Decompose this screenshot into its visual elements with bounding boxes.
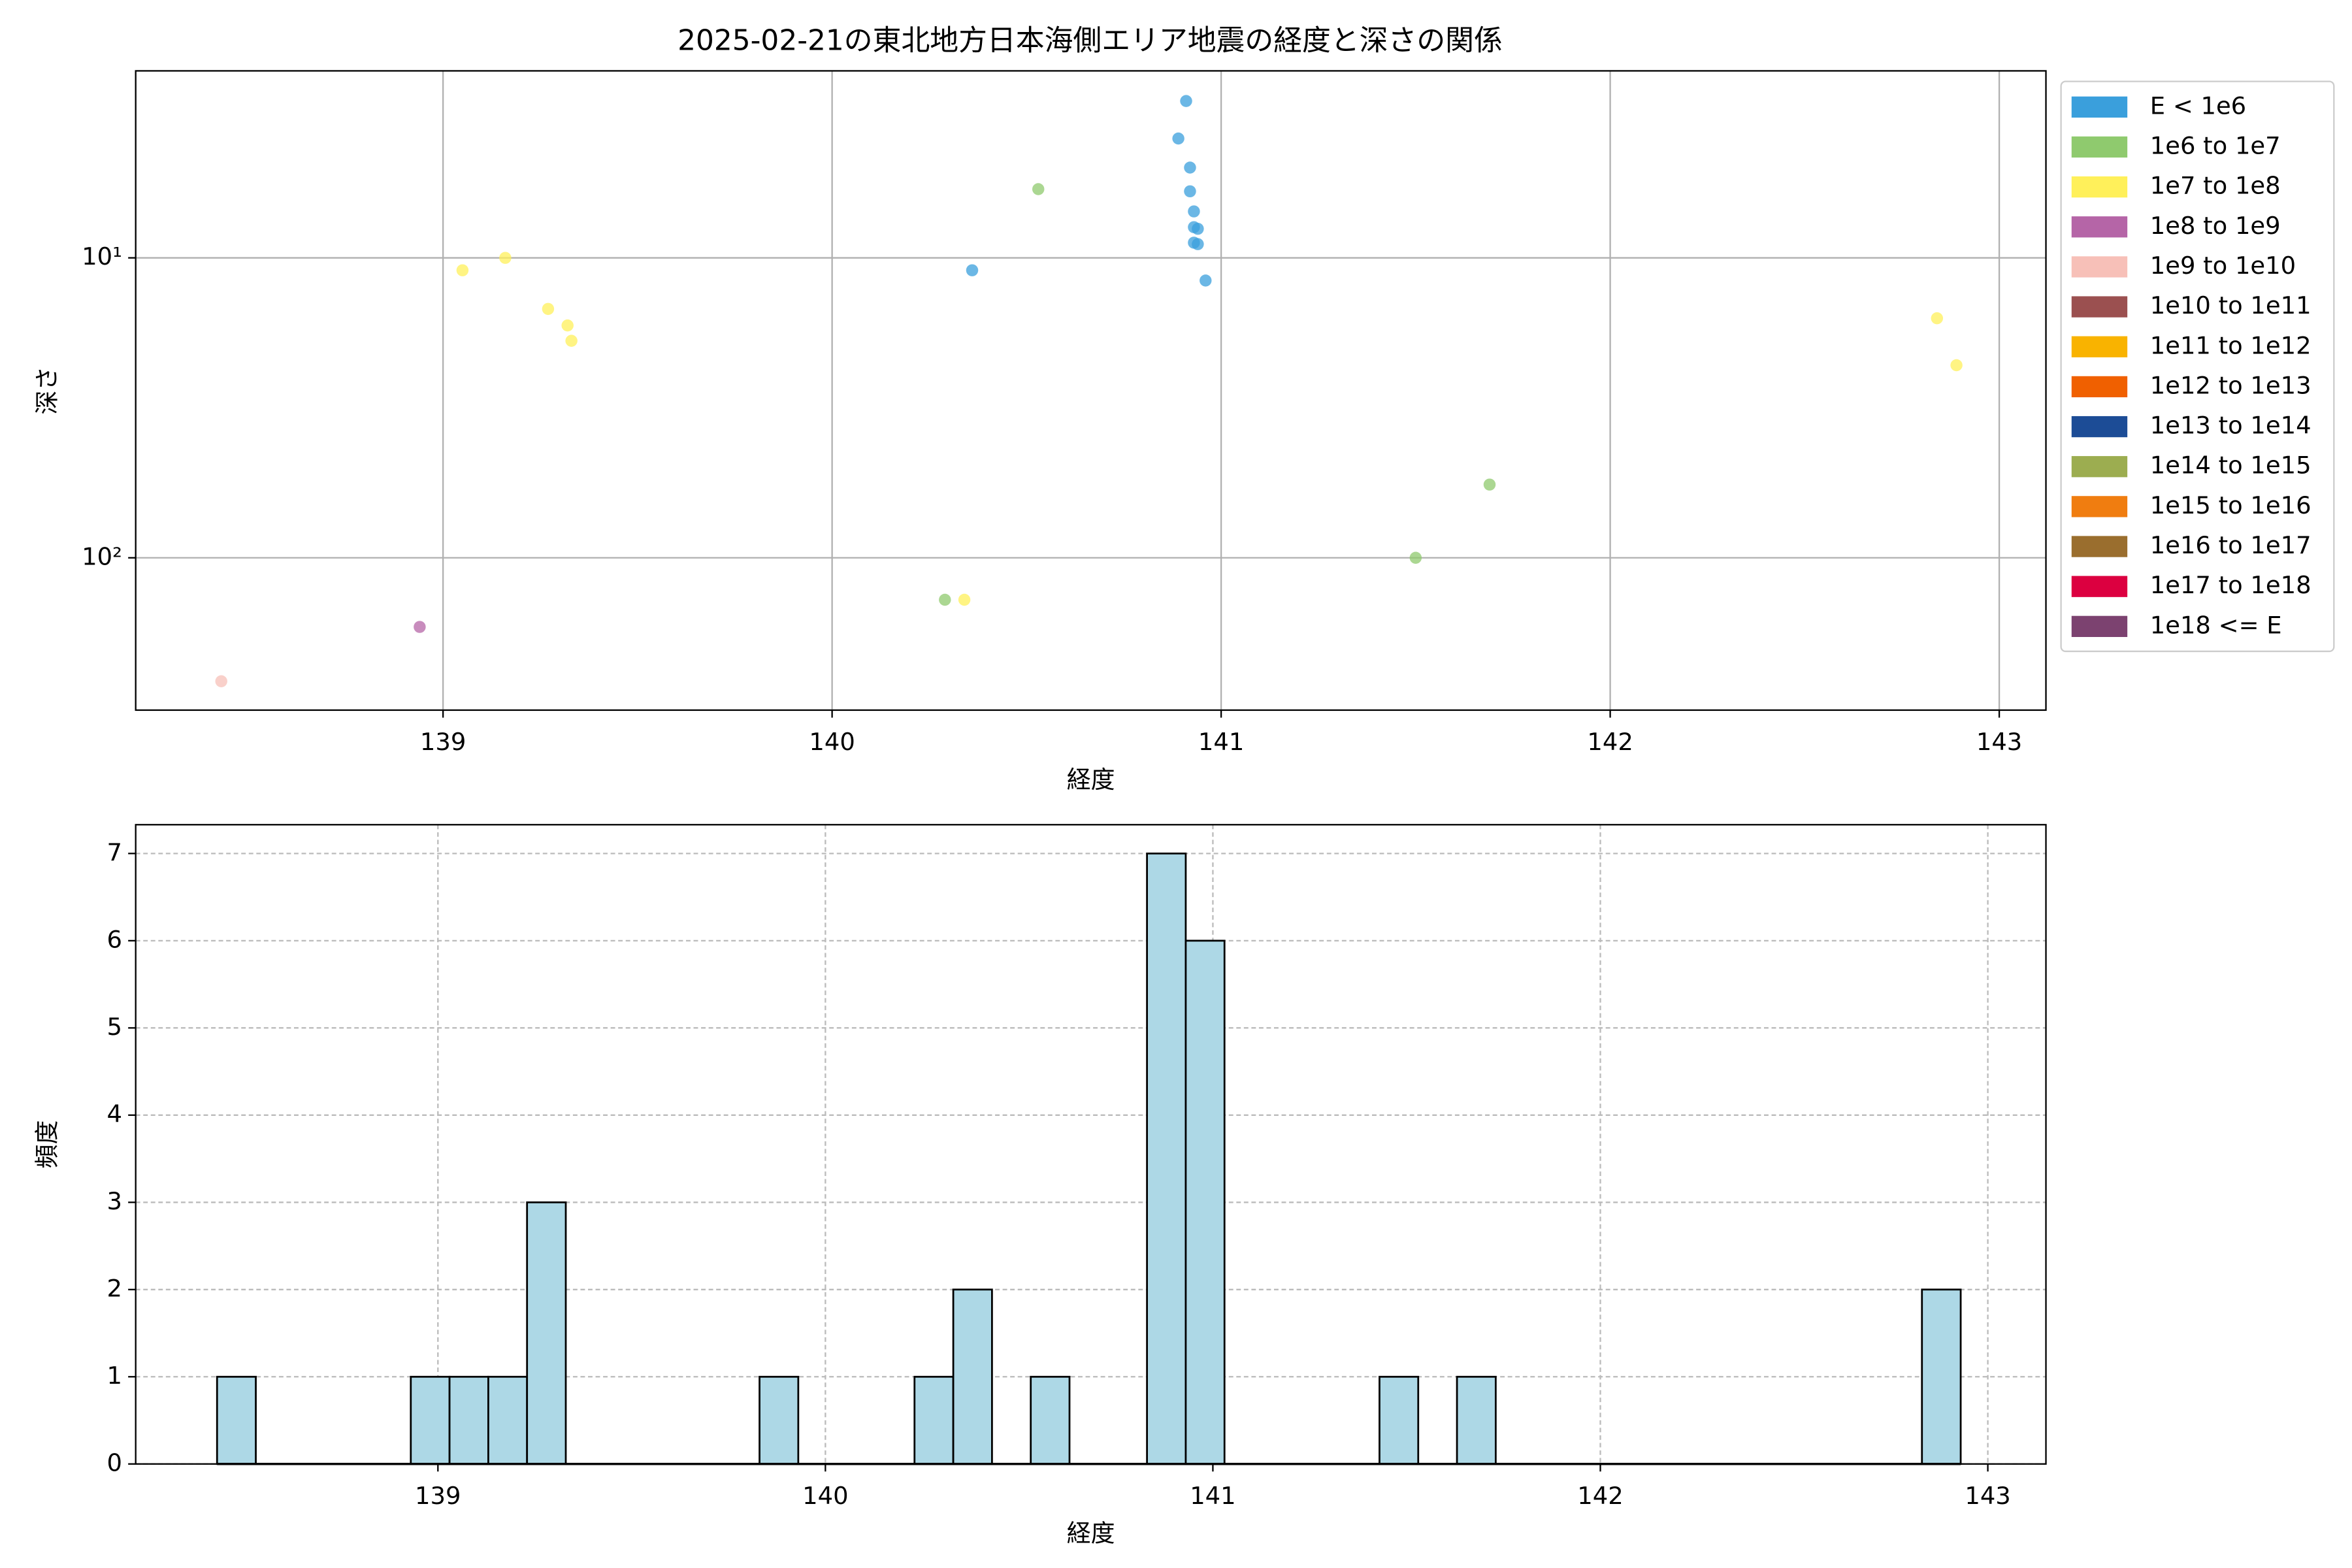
legend-swatch [2071, 416, 2128, 438]
y-tick-label: 7 [106, 838, 122, 866]
legend-label: 1e18 <= E [2150, 611, 2282, 639]
point [1192, 238, 1204, 250]
bar [1379, 1375, 1420, 1465]
point [1188, 205, 1200, 218]
x-tick-label: 142 [1577, 1482, 1623, 1510]
legend-label: 1e12 to 1e13 [2150, 371, 2311, 399]
bar [1456, 1375, 1497, 1465]
x-axis-label: 経度 [1067, 1520, 1115, 1548]
point [1180, 95, 1192, 107]
point [1409, 551, 1422, 564]
x-tick-label: 140 [809, 728, 855, 756]
bar [759, 1375, 800, 1465]
legend-swatch [2071, 136, 2128, 158]
legend-swatch [2071, 496, 2128, 517]
x-tick-label: 139 [420, 728, 466, 756]
point [1483, 478, 1496, 491]
point [561, 319, 574, 332]
bar [1146, 852, 1187, 1465]
legend-label: 1e15 to 1e16 [2150, 491, 2311, 519]
y-tick-label: 2 [106, 1274, 122, 1302]
y-tick-label: 5 [106, 1013, 122, 1041]
legend-box [2060, 80, 2335, 653]
legend-swatch [2071, 256, 2128, 278]
point [1931, 312, 1944, 325]
legend-label: 1e10 to 1e11 [2150, 291, 2311, 319]
legend-swatch [2071, 536, 2128, 557]
point [565, 335, 578, 347]
point [414, 621, 426, 633]
bar [216, 1375, 257, 1465]
bar [913, 1375, 955, 1465]
bar [487, 1375, 529, 1465]
y-tick-label: 3 [106, 1187, 122, 1215]
point [1200, 274, 1212, 287]
legend-swatch [2071, 96, 2128, 118]
point [1184, 161, 1196, 174]
legend-swatch [2071, 456, 2128, 478]
legend-label: 1e11 to 1e12 [2150, 331, 2311, 359]
x-tick-label: 139 [415, 1482, 461, 1510]
legend-label: 1e16 to 1e17 [2150, 531, 2311, 559]
bar [952, 1288, 993, 1465]
bar [526, 1201, 567, 1465]
point [1032, 183, 1045, 195]
bar [410, 1375, 451, 1465]
legend-swatch [2071, 576, 2128, 597]
point [966, 264, 979, 276]
legend-label: 1e9 to 1e10 [2150, 252, 2296, 280]
chart-title: 2025-02-21の東北地方日本海側エリア地震の経度と深さの関係 [678, 24, 1503, 57]
legend-swatch [2071, 336, 2128, 357]
legend-label: 1e8 to 1e9 [2150, 212, 2281, 240]
point [215, 675, 227, 687]
y-tick-label: 4 [106, 1100, 122, 1128]
y-axis-label: 頻度 [33, 1120, 61, 1169]
legend-swatch [2071, 615, 2128, 637]
legend-label: E < 1e6 [2150, 91, 2246, 120]
legend-swatch [2071, 376, 2128, 398]
point [499, 252, 512, 264]
plot-frame [135, 70, 2047, 711]
bar [448, 1375, 489, 1465]
legend-swatch [2071, 216, 2128, 238]
point [1172, 132, 1184, 145]
y-tick-label: 0 [106, 1448, 122, 1477]
point [1184, 185, 1196, 198]
y-axis-label: 深さ [33, 367, 61, 415]
bar [1030, 1375, 1071, 1465]
y-tick-label: 10² [82, 542, 122, 570]
bar [1184, 939, 1226, 1465]
x-tick-label: 141 [1198, 728, 1244, 756]
point [939, 593, 951, 606]
y-tick-label: 6 [106, 925, 122, 953]
y-tick-label: 1 [106, 1362, 122, 1390]
x-tick-label: 143 [1965, 1482, 2010, 1510]
legend-label: 1e13 to 1e14 [2150, 412, 2311, 440]
legend-label: 1e14 to 1e15 [2150, 451, 2311, 480]
plot-frame [135, 824, 2047, 1465]
point [958, 593, 971, 606]
point [542, 302, 555, 316]
legend-label: 1e7 to 1e8 [2150, 172, 2281, 200]
legend-swatch [2071, 176, 2128, 198]
legend-label: 1e6 to 1e7 [2150, 132, 2281, 160]
legend-swatch [2071, 296, 2128, 318]
bar [1921, 1288, 1962, 1465]
x-tick-label: 140 [802, 1482, 848, 1510]
point [456, 264, 469, 276]
x-tick-label: 143 [1976, 728, 2022, 756]
x-tick-label: 141 [1190, 1482, 1235, 1510]
x-tick-label: 142 [1587, 728, 1633, 756]
point [1950, 359, 1963, 372]
legend-label: 1e17 to 1e18 [2150, 571, 2311, 599]
y-tick-label: 10¹ [82, 242, 122, 270]
point [1192, 222, 1204, 235]
x-axis-label: 経度 [1067, 766, 1115, 794]
